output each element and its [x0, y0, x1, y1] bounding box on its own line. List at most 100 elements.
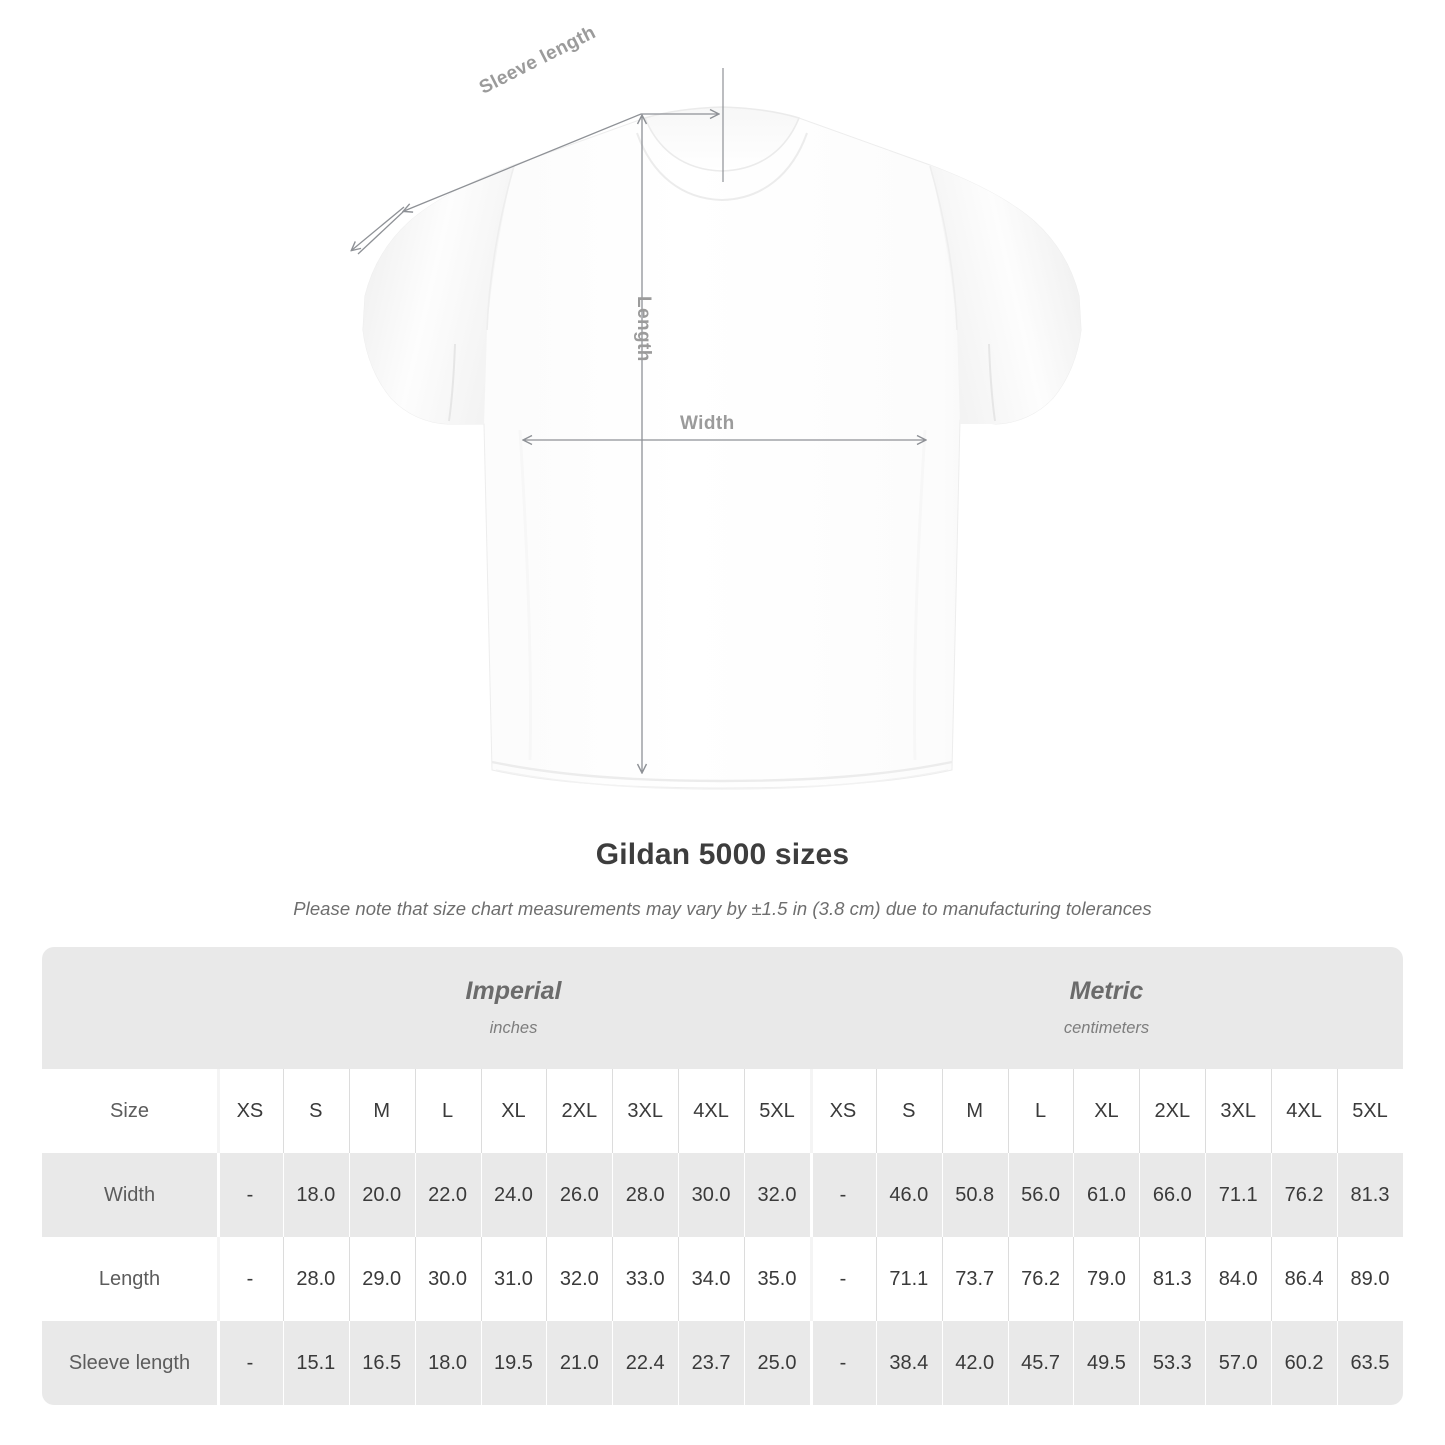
cell-width-metric-5xl: 81.3: [1336, 1153, 1403, 1237]
cell-sleeve-length-metric-m: 42.0: [941, 1321, 1008, 1405]
cell-width-metric-s: 46.0: [875, 1153, 942, 1237]
cell-sleeve-length-metric-xl: 49.5: [1073, 1321, 1140, 1405]
cell-length-metric-s: 71.1: [875, 1237, 942, 1321]
size-header-cell-3xl-metric: 3XL: [1205, 1069, 1272, 1153]
cell-sleeve-length-imperial-4xl: 23.7: [678, 1321, 744, 1405]
cell-length-imperial-5xl: 35.0: [744, 1237, 810, 1321]
size-header-cell-xl-imperial: XL: [480, 1069, 547, 1153]
cell-width-imperial-l: 22.0: [414, 1153, 481, 1237]
cell-length-metric-xl: 79.0: [1073, 1237, 1140, 1321]
cell-width-metric-2xl: 66.0: [1139, 1153, 1206, 1237]
cell-width-metric-3xl: 71.1: [1205, 1153, 1272, 1237]
size-header-cell-5xl-imperial: 5XL: [744, 1069, 810, 1153]
cell-sleeve-length-metric-2xl: 53.3: [1139, 1321, 1206, 1405]
size-header-cell-2xl-imperial: 2XL: [546, 1069, 613, 1153]
row-header-length: Length: [42, 1237, 217, 1321]
unit-block-imperial: Imperial inches: [217, 947, 810, 1069]
size-header-cell-4xl-imperial: 4XL: [678, 1069, 744, 1153]
size-header-cell-xl-metric: XL: [1073, 1069, 1140, 1153]
cell-width-metric-4xl: 76.2: [1271, 1153, 1337, 1237]
cell-length-metric-3xl: 84.0: [1205, 1237, 1272, 1321]
cell-sleeve-length-metric-l: 45.7: [1007, 1321, 1074, 1405]
cell-width-metric-xs: -: [809, 1153, 876, 1237]
size-header-cell-l-metric: L: [1007, 1069, 1074, 1153]
cell-sleeve-length-imperial-xs: -: [217, 1321, 283, 1405]
title-block: Gildan 5000 sizes Please note that size …: [0, 838, 1445, 920]
length-label: Length: [633, 296, 654, 362]
shirt-silhouette: [362, 106, 1082, 790]
size-header-cell-l-imperial: L: [414, 1069, 481, 1153]
row-header-width: Width: [42, 1153, 217, 1237]
cell-sleeve-length-metric-5xl: 63.5: [1336, 1321, 1403, 1405]
cell-length-metric-l: 76.2: [1007, 1237, 1074, 1321]
cell-width-imperial-s: 18.0: [282, 1153, 349, 1237]
cell-width-imperial-4xl: 30.0: [678, 1153, 744, 1237]
size-header-row: Size XS S M L XL 2XL 3XL 4XL 5XL XS S M L XL 2XL 3XL 4XL 5…: [42, 1069, 1403, 1153]
unit-name: Metric: [1069, 977, 1144, 1006]
size-header-cell-s-imperial: S: [282, 1069, 349, 1153]
size-chart-table: Imperial inches Metric centimeters Size XS S M L…: [42, 947, 1403, 1405]
cell-length-imperial-m: 29.0: [348, 1237, 415, 1321]
width-label: Width: [680, 413, 735, 434]
sleeve-measure-left-stub: [357, 210, 405, 255]
cell-sleeve-length-imperial-l: 18.0: [414, 1321, 481, 1405]
unit-band-row: Imperial inches Metric centimeters: [42, 947, 1403, 1069]
size-header-cell-s-metric: S: [875, 1069, 942, 1153]
size-header-cell-3xl-imperial: 3XL: [612, 1069, 679, 1153]
cell-length-imperial-2xl: 32.0: [546, 1237, 613, 1321]
cell-width-metric-m: 50.8: [941, 1153, 1008, 1237]
size-header-cell-4xl-metric: 4XL: [1271, 1069, 1337, 1153]
cell-width-imperial-xs: -: [217, 1153, 283, 1237]
sleeve-measure-arrow-left: [352, 206, 405, 250]
unit-name: Imperial: [465, 977, 562, 1006]
cell-width-imperial-3xl: 28.0: [612, 1153, 679, 1237]
cell-length-imperial-l: 30.0: [414, 1237, 481, 1321]
measurement-lines: [352, 68, 925, 772]
unit-subtitle: inches: [489, 1018, 538, 1037]
size-header-cell-2xl-metric: 2XL: [1139, 1069, 1206, 1153]
tshirt-diagram-panel: Sleeve length Length Width: [0, 22, 1082, 790]
cell-length-metric-xs: -: [809, 1237, 876, 1321]
unit-block-metric: Metric centimeters: [809, 947, 1403, 1069]
cell-sleeve-length-imperial-2xl: 21.0: [546, 1321, 613, 1405]
cell-length-imperial-xs: -: [217, 1237, 283, 1321]
table-row: Sleeve length -15.1 16.5 18.0 19.5 21.0 22.4 23…: [42, 1321, 1403, 1405]
tshirt-illustration: [0, 68, 1082, 790]
cell-sleeve-length-imperial-m: 16.5: [348, 1321, 415, 1405]
size-header-cell-m-imperial: M: [348, 1069, 415, 1153]
cell-length-imperial-s: 28.0: [282, 1237, 349, 1321]
row-header-sleeve-length: Sleeve length: [42, 1321, 217, 1405]
cell-length-imperial-4xl: 34.0: [678, 1237, 744, 1321]
size-header-label: Size: [42, 1069, 217, 1153]
cell-sleeve-length-imperial-xl: 19.5: [480, 1321, 547, 1405]
size-chart-table-wrap: Imperial inches Metric centimeters Size XS S M L…: [42, 947, 1403, 1405]
table-row: Width -18.0 20.0 22.0 24.0 26.0 28.0 30.0 32.0-4…: [42, 1153, 1403, 1237]
unit-band-spacer: [42, 947, 217, 1069]
cell-length-imperial-xl: 31.0: [480, 1237, 547, 1321]
cell-length-metric-5xl: 89.0: [1336, 1237, 1403, 1321]
cell-sleeve-length-metric-3xl: 57.0: [1205, 1321, 1272, 1405]
size-header-cell-5xl-metric: 5XL: [1336, 1069, 1403, 1153]
size-header-cell-xs-metric: XS: [809, 1069, 876, 1153]
cell-length-metric-m: 73.7: [941, 1237, 1008, 1321]
cell-sleeve-length-metric-4xl: 60.2: [1271, 1321, 1337, 1405]
cell-sleeve-length-metric-s: 38.4: [875, 1321, 942, 1405]
cell-sleeve-length-imperial-3xl: 22.4: [612, 1321, 679, 1405]
size-header-cell-m-metric: M: [941, 1069, 1008, 1153]
cell-length-imperial-3xl: 33.0: [612, 1237, 679, 1321]
cell-width-metric-l: 56.0: [1007, 1153, 1074, 1237]
unit-subtitle: centimeters: [1063, 1018, 1150, 1037]
page-title: Gildan 5000 sizes: [595, 838, 850, 871]
size-header-cell-xs-imperial: XS: [217, 1069, 283, 1153]
cell-width-imperial-5xl: 32.0: [744, 1153, 810, 1237]
tolerance-note: Please note that size chart measurements…: [293, 898, 1152, 919]
cell-width-imperial-m: 20.0: [348, 1153, 415, 1237]
cell-sleeve-length-metric-xs: -: [809, 1321, 876, 1405]
cell-width-imperial-2xl: 26.0: [546, 1153, 613, 1237]
cell-width-metric-xl: 61.0: [1073, 1153, 1140, 1237]
cell-length-metric-2xl: 81.3: [1139, 1237, 1206, 1321]
cell-sleeve-length-imperial-5xl: 25.0: [744, 1321, 810, 1405]
cell-length-metric-4xl: 86.4: [1271, 1237, 1337, 1321]
table-row: Length -28.0 29.0 30.0 31.0 32.0 33.0 34.0 35.0-…: [42, 1237, 1403, 1321]
cell-sleeve-length-imperial-s: 15.1: [282, 1321, 349, 1405]
